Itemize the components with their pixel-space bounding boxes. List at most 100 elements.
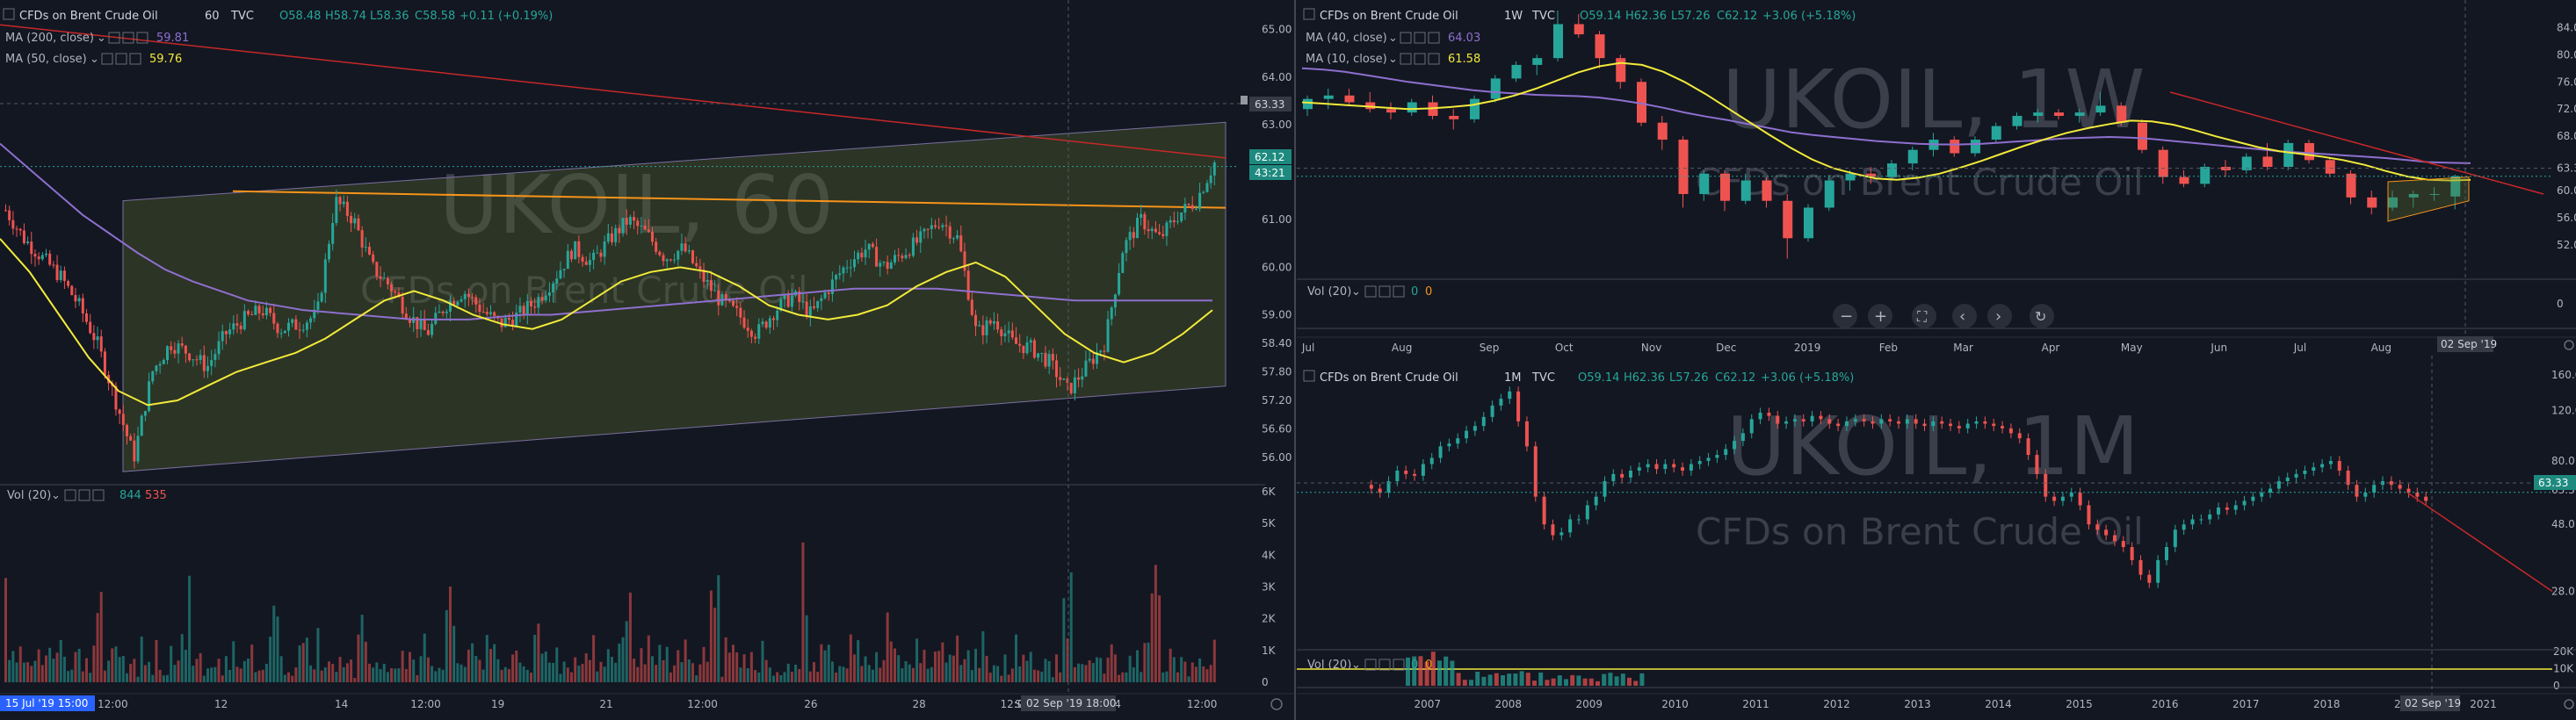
chevron-down-icon[interactable]: ⌄ — [51, 489, 61, 502]
chevron-down-icon[interactable]: ⌄ — [97, 32, 106, 45]
chevron-down-icon[interactable]: ⌄ — [1388, 53, 1398, 66]
pane-1w[interactable]: UKOIL, 1W CFDs on Brent Crude Oil 84.0 80… — [1297, 0, 2576, 354]
gear-icon[interactable] — [2564, 340, 2574, 350]
reset-button[interactable] — [2030, 304, 2054, 328]
volume-bar — [754, 670, 757, 682]
price-axis-60[interactable]: 65.0064.0063.0062.0061.0060.0059.0058.40… — [1262, 24, 1292, 688]
collapse-icon[interactable] — [1303, 8, 1315, 20]
candle-body — [1176, 220, 1179, 222]
gear-icon[interactable] — [2564, 699, 2574, 709]
eye-icon[interactable] — [1364, 285, 1377, 298]
candle-body — [2389, 480, 2393, 486]
collapse-icon[interactable] — [1303, 370, 1315, 382]
candle-body — [2078, 493, 2082, 506]
scroll-right-button[interactable] — [1987, 304, 2012, 328]
chevron-down-icon[interactable]: ⌄ — [1388, 32, 1398, 45]
candle-body — [1616, 58, 1626, 83]
chevron-down-icon[interactable]: ⌄ — [90, 53, 99, 66]
candle-body — [662, 255, 665, 262]
candle-body — [2294, 473, 2298, 478]
volume-bar — [242, 660, 246, 682]
price-tick-label: 72.0 — [2557, 103, 2576, 115]
ma40-label[interactable]: MA (40, close) — [1306, 32, 1387, 45]
zoom-out-button[interactable] — [1833, 304, 1857, 328]
settings-icon[interactable] — [1414, 32, 1426, 44]
symbol-title[interactable]: CFDs on Brent Crude Oil — [1320, 10, 1458, 23]
trend-line — [2406, 492, 2553, 593]
candle-body — [981, 325, 985, 335]
interval-label[interactable]: 1W — [1504, 10, 1523, 23]
settings-icon[interactable] — [122, 32, 134, 44]
candle-body — [1508, 391, 1512, 400]
volume-bar — [1059, 672, 1062, 682]
candle-body — [360, 230, 364, 248]
candle-body — [882, 262, 886, 263]
candle-body — [570, 250, 573, 260]
eye-icon[interactable] — [1364, 659, 1377, 671]
candle-body — [1029, 340, 1032, 343]
time-axis-1w[interactable]: Jul Aug Sep Oct Nov Dec 2019 Feb Mar Apr May Jun Jul… — [1297, 336, 2576, 354]
volume-label[interactable]: Vol (20) — [7, 489, 51, 502]
scroll-left-button[interactable] — [1952, 304, 1977, 328]
eye-icon[interactable] — [1400, 53, 1412, 65]
close-icon[interactable] — [1393, 285, 1405, 298]
pane-60[interactable]: UKOIL, 60 CFDs on Brent Crude Oil 65.006… — [0, 0, 1295, 711]
volume-bars-60 — [4, 542, 1216, 682]
pane-1m[interactable]: UKOIL, 1M CFDs on Brent Crude Oil 160.0 1… — [1297, 356, 2576, 711]
symbol-title[interactable]: CFDs on Brent Crude Oil — [19, 10, 158, 23]
collapse-icon[interactable] — [3, 8, 15, 20]
ma200-label[interactable]: MA (200, close) — [5, 32, 94, 45]
candle-body — [1150, 228, 1154, 232]
settings-icon[interactable] — [1378, 285, 1391, 298]
interval-label[interactable]: 60 — [205, 10, 220, 23]
candle-body — [449, 300, 452, 312]
candle-body — [1007, 330, 1010, 334]
volume-bar — [221, 675, 224, 682]
ma10-label[interactable]: MA (10, close) — [1306, 53, 1387, 66]
close-icon[interactable] — [136, 32, 148, 44]
plus-icon[interactable] — [1241, 96, 1248, 104]
regression-channel[interactable] — [0, 24, 1239, 472]
volume-bar — [4, 578, 7, 682]
fit-screen-button[interactable] — [1912, 304, 1936, 328]
settings-icon[interactable] — [1378, 659, 1391, 671]
source-label: TVC — [230, 10, 254, 23]
candle-body — [368, 247, 371, 255]
candle-body — [2158, 149, 2168, 177]
volume-bar — [26, 662, 30, 682]
ma50-label[interactable]: MA (50, close) — [5, 53, 87, 66]
chevron-down-icon[interactable]: ⌄ — [1351, 659, 1361, 672]
candle-body — [1672, 464, 1676, 468]
symbol-title[interactable]: CFDs on Brent Crude Oil — [1320, 371, 1458, 385]
zoom-in-button[interactable] — [1868, 304, 1892, 328]
interval-label[interactable]: 1M — [1504, 371, 1522, 385]
price-axis-1w[interactable]: 84.0 80.0 76.0 72.0 68.0 63.3 60.0 56.0 52.0 0 — [2557, 21, 2576, 310]
close-icon[interactable] — [1428, 53, 1440, 65]
close-icon[interactable] — [129, 53, 141, 65]
settings-icon[interactable] — [78, 489, 90, 501]
volume-bar — [592, 635, 596, 682]
candle-body — [250, 313, 254, 315]
settings-icon[interactable] — [1414, 53, 1426, 65]
time-axis-60[interactable]: 12:00 12 14 12:00 19 21 12:00 26 28 12:00 4 12:00 — [0, 693, 1295, 710]
eye-icon[interactable] — [101, 53, 113, 65]
settings-icon[interactable] — [115, 53, 127, 65]
volume-label[interactable]: Vol (20) — [1307, 659, 1351, 672]
candle-body — [2060, 496, 2065, 501]
close-icon[interactable] — [1428, 32, 1440, 44]
candle-body — [456, 301, 459, 306]
candle-body — [592, 252, 596, 261]
eye-icon[interactable] — [1400, 32, 1412, 44]
volume-label[interactable]: Vol (20) — [1307, 285, 1351, 299]
candle-body — [1022, 345, 1025, 354]
candle-body — [1047, 354, 1051, 367]
chevron-down-icon[interactable]: ⌄ — [1351, 285, 1361, 299]
eye-icon[interactable] — [64, 489, 76, 501]
gear-icon[interactable] — [1270, 698, 1283, 710]
eye-icon[interactable] — [108, 32, 120, 44]
close-icon[interactable] — [92, 489, 105, 501]
close-icon[interactable] — [1393, 659, 1405, 671]
candle-body — [1077, 377, 1081, 380]
candle-body — [2337, 460, 2341, 471]
